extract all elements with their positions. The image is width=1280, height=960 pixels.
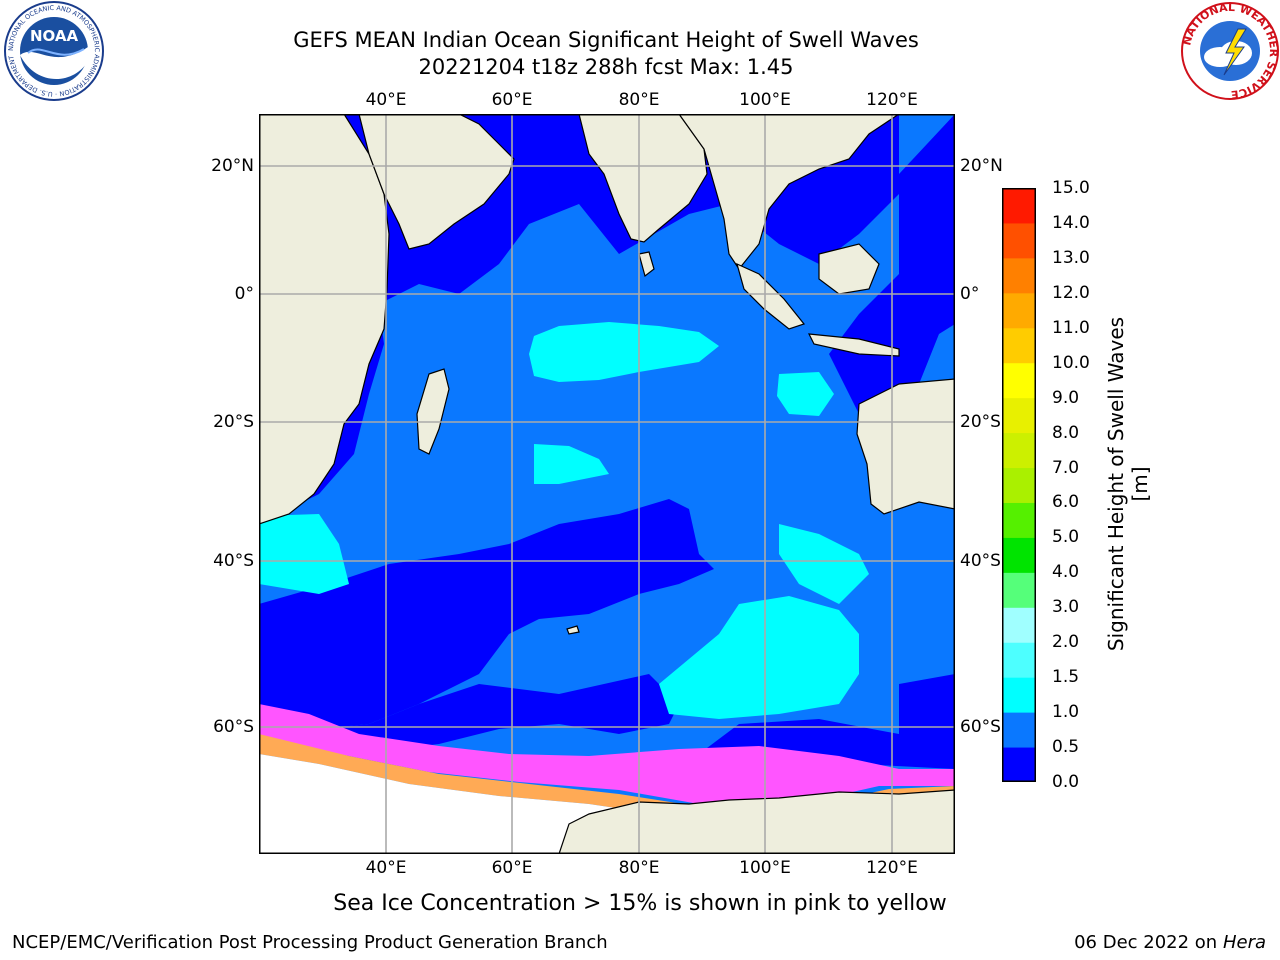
colorbar-segment	[1002, 572, 1036, 608]
lon-label-bottom-60e: 60°E	[491, 858, 533, 878]
colorbar-tick-label: 11.0	[1052, 317, 1090, 338]
footer-credit: NCEP/EMC/Verification Post Processing Pr…	[12, 932, 608, 953]
colorbar-tick-label: 1.0	[1052, 702, 1080, 723]
lat-label-right-20s: 20°S	[960, 412, 1001, 432]
colorbar-segment	[1002, 257, 1036, 294]
antarctica-land	[558, 789, 955, 854]
colorbar-segment	[1002, 292, 1036, 329]
colorbar-segment	[1002, 537, 1036, 573]
lat-label-right-20n: 20°N	[960, 156, 1003, 176]
lat-label-left-20n: 20°N	[211, 156, 254, 176]
colorbar-tick-label: 1.5	[1052, 667, 1080, 688]
colorbar-tick-label: 0.0	[1052, 772, 1080, 792]
colorbar-segment	[1002, 222, 1036, 259]
lon-label-top-80e: 80°E	[618, 90, 660, 110]
colorbar-tick-label: 4.0	[1052, 562, 1080, 583]
colorbar-segment	[1002, 747, 1036, 782]
nws-logo: NATIONAL WEATHER SERVICE	[1180, 1, 1280, 101]
lat-label-right-0: 0°	[960, 284, 980, 304]
lat-label-right-40s: 40°S	[960, 551, 1001, 571]
colorbar-segment	[1002, 188, 1036, 224]
colorbar	[1002, 188, 1036, 782]
colorbar-segment	[1002, 607, 1036, 643]
lon-label-bottom-100e: 100°E	[739, 858, 791, 878]
lon-label-bottom-40e: 40°E	[365, 858, 407, 878]
lat-label-left-40s: 40°S	[213, 551, 254, 571]
lon-label-top-40e: 40°E	[365, 90, 407, 110]
footer-date: 06 Dec 2022 on Hera	[1074, 932, 1266, 954]
colorbar-segment	[1002, 327, 1036, 364]
noaa-logo: NATIONAL OCEANIC AND ATMOSPHERIC ADMINIS…	[2, 1, 104, 101]
colorbar-segment	[1002, 677, 1036, 713]
high-swell-regions	[259, 322, 869, 719]
colorbar-tick-label: 12.0	[1052, 282, 1090, 303]
madagascar-land	[416, 368, 450, 455]
colorbar-tick-label: 7.0	[1052, 457, 1080, 478]
java-land	[807, 333, 900, 357]
colorbar-tick-label: 3.0	[1052, 597, 1080, 618]
lat-lon-grid	[259, 114, 955, 854]
lon-label-bottom-120e: 120°E	[866, 858, 918, 878]
lon-label-bottom-80e: 80°E	[618, 858, 660, 878]
swell-height-map	[259, 114, 955, 854]
sea-ice-caption: Sea Ice Concentration > 15% is shown in …	[333, 891, 947, 916]
noaa-logo-text: NOAA	[30, 27, 79, 45]
colorbar-tick-label: 5.0	[1052, 527, 1080, 548]
kerguelen-island	[566, 625, 580, 635]
lat-label-left-60s: 60°S	[213, 717, 254, 737]
lat-label-right-60s: 60°S	[960, 717, 1001, 737]
colorbar-tick-label: 15.0	[1052, 178, 1090, 198]
southeast-asia-land	[678, 114, 901, 271]
colorbar-segment	[1002, 432, 1036, 469]
colorbar-tick-label: 14.0	[1052, 212, 1090, 233]
colorbar-segment	[1002, 397, 1036, 434]
map-title: GEFS MEAN Indian Ocean Significant Heigh…	[293, 28, 919, 52]
colorbar-tick-label: 0.5	[1052, 737, 1080, 758]
lon-label-top-120e: 120°E	[866, 90, 918, 110]
colorbar-segment	[1002, 502, 1036, 538]
colorbar-segment	[1002, 642, 1036, 678]
lat-label-left-20s: 20°S	[213, 412, 254, 432]
footer-date-text: 06 Dec 2022 on	[1074, 932, 1218, 953]
colorbar-tick-label: 13.0	[1052, 247, 1090, 268]
colorbar-tick-label: 2.0	[1052, 632, 1080, 653]
colorbar-segment	[1002, 712, 1036, 748]
colorbar-segment	[1002, 467, 1036, 503]
borneo-land	[818, 243, 880, 295]
colorbar-label: Significant Height of Swell Waves [m]	[1104, 316, 1152, 652]
map-frame	[259, 114, 955, 854]
lon-label-top-60e: 60°E	[491, 90, 533, 110]
colorbar-segment	[1002, 362, 1036, 399]
lon-label-top-100e: 100°E	[739, 90, 791, 110]
map-subtitle: 20221204 t18z 288h fcst Max: 1.45	[418, 55, 794, 79]
colorbar-tick-label: 10.0	[1052, 352, 1090, 373]
sri-lanka-land	[638, 251, 655, 278]
footer-host: Hera	[1222, 932, 1266, 953]
colorbar-tick-label: 8.0	[1052, 422, 1080, 443]
colorbar-tick-label: 9.0	[1052, 387, 1080, 408]
sumatra-land	[736, 262, 806, 330]
australia-land	[856, 378, 955, 515]
lat-label-left-0: 0°	[234, 284, 254, 304]
colorbar-tick-label: 6.0	[1052, 492, 1080, 513]
